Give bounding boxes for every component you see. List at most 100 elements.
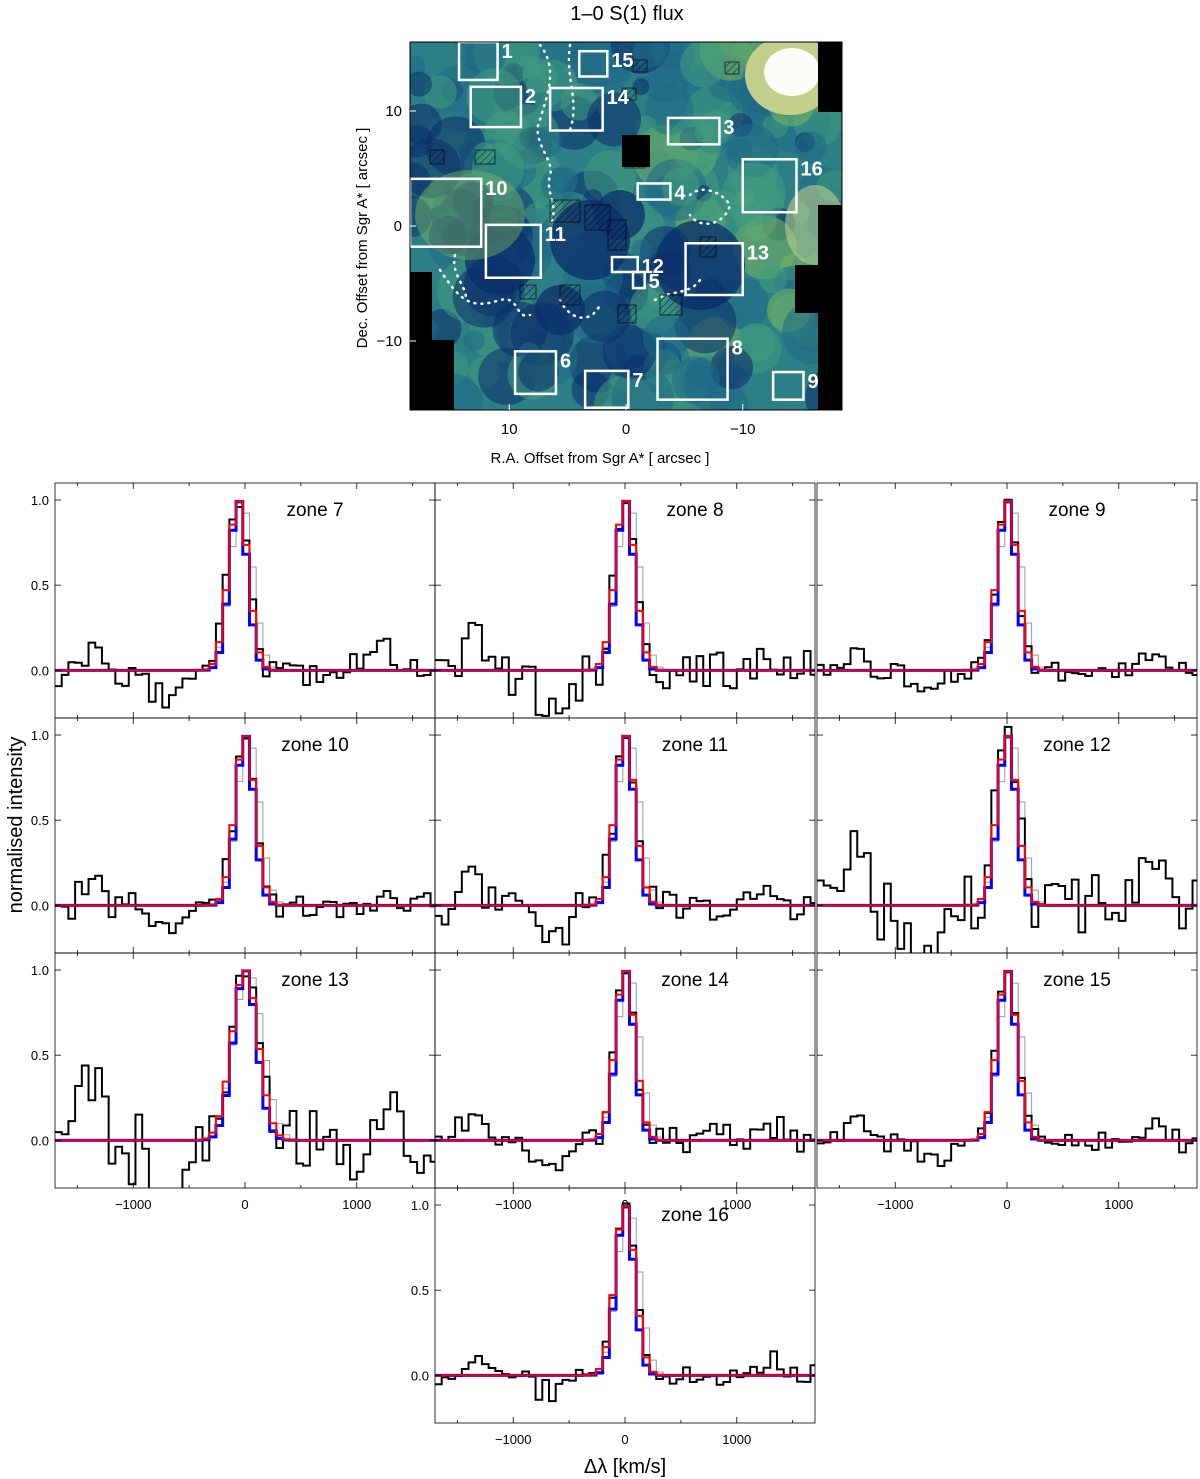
- model-b-line: [55, 735, 435, 907]
- panel-ytick-label: 0.0: [31, 663, 49, 678]
- map-blotch: [466, 68, 523, 125]
- spectra-panels: zone 7 0.0 0.5 1.0 zone 8 zone 9 zone 10 0.0 0.5…: [31, 482, 1198, 1447]
- zone-box-15: [578, 49, 609, 78]
- observed-spectrum-line: [55, 737, 435, 935]
- spectra-xlabel: Δλ [km/s]: [584, 1456, 666, 1478]
- zone-label-7: 7: [632, 370, 643, 392]
- panel-xtick-label: 0: [241, 1197, 248, 1212]
- map-blotch: [759, 265, 787, 294]
- model-c-line: [55, 737, 435, 906]
- model-c-line: [817, 502, 1197, 671]
- model-c-line: [435, 972, 815, 1141]
- map-blotch: [463, 330, 485, 352]
- panel-ytick-label: 1.0: [411, 1198, 429, 1213]
- model-a-line: [55, 734, 435, 907]
- observed-spectrum-line: [435, 1202, 815, 1403]
- panel-ytick-label: 1.0: [31, 493, 49, 508]
- map-contour: [452, 253, 468, 302]
- map-hatched-region: [559, 284, 581, 306]
- map-hatched-region: [519, 284, 537, 300]
- map-ytick-label: 0: [394, 218, 402, 235]
- model-a-line: [435, 1204, 815, 1377]
- map-hatched-region: [584, 204, 611, 231]
- map-blotch: [560, 83, 598, 121]
- panel-xtick-label: −1000: [495, 1197, 532, 1212]
- panel-title: zone 12: [1043, 735, 1111, 756]
- model-c-line: [435, 502, 815, 671]
- map-hatched-region: [474, 149, 496, 165]
- map-hatched-region: [607, 219, 627, 251]
- model-c-line: [435, 1207, 815, 1376]
- map-hatched-region: [632, 59, 648, 73]
- map-xtick-label: −10: [730, 421, 755, 438]
- map-ytick-label: 10: [385, 103, 402, 120]
- panel-frame: [816, 717, 1198, 954]
- panel-ytick-label: 0.0: [31, 898, 49, 913]
- model-b-line: [817, 735, 1197, 907]
- zone-box-14: [548, 86, 604, 132]
- panel-ytick-label: 0.5: [31, 813, 49, 828]
- map-hatched-region: [724, 61, 740, 75]
- map-blotch: [630, 239, 653, 261]
- map-masked-region: [795, 265, 842, 313]
- panel-title: zone 11: [662, 735, 728, 756]
- panel-frame: [54, 482, 436, 719]
- observed-spectrum-line: [55, 506, 435, 709]
- model-b-line: [55, 500, 435, 672]
- map-blotch: [671, 356, 720, 405]
- map-masked-region: [818, 313, 842, 410]
- map-blotch: [680, 42, 727, 88]
- map-hatched-region: [624, 149, 646, 169]
- spectrum-panel: zone 14−1000 0 1000: [434, 952, 816, 1212]
- zone-label-2: 2: [525, 86, 536, 108]
- panel-xtick-label: 1000: [722, 1432, 751, 1447]
- spectrum-panel: zone 7 0.0 0.5 1.0: [31, 482, 436, 719]
- panel-xtick-label: −1000: [495, 1432, 532, 1447]
- zone-box-4: [636, 182, 672, 201]
- panel-xtick-label: −1000: [877, 1197, 914, 1212]
- map-hatched-region: [429, 149, 445, 165]
- observed-spectrum-line: [55, 974, 435, 1188]
- panel-title: zone 16: [661, 1205, 729, 1226]
- map-blotch: [710, 346, 754, 390]
- zone-box-11: [484, 223, 543, 280]
- model-b-line: [817, 970, 1197, 1142]
- zone-box-8: [656, 337, 729, 401]
- panel-xtick-label: 0: [1003, 1197, 1010, 1212]
- zone-label-1: 1: [502, 41, 513, 63]
- panel-ytick-label: 0.5: [411, 1283, 429, 1298]
- zone-label-10: 10: [485, 178, 507, 200]
- spectrum-panel: zone 13 0.0 0.5 1.0 −1000 0 1000: [31, 952, 436, 1212]
- panel-frame: [434, 1187, 816, 1424]
- zone-label-11: 11: [545, 224, 566, 246]
- spectrum-panel: zone 9: [816, 482, 1198, 719]
- map-ylabel: Dec. Offset from Sgr A* [ arcsec ]: [354, 128, 371, 349]
- panel-xtick-label: 1000: [342, 1197, 371, 1212]
- zone-label-5: 5: [649, 271, 660, 293]
- panel-frame: [434, 952, 816, 1189]
- map-blotch: [587, 92, 642, 147]
- map-xtick-label: 10: [501, 421, 518, 438]
- panel-frame: [434, 482, 816, 719]
- zone-box-3: [666, 116, 721, 146]
- observed-spectrum-line: [435, 502, 815, 717]
- map-blotch: [410, 55, 426, 77]
- panel-xtick-label: 0: [621, 1432, 628, 1447]
- spectrum-panel: zone 16 0.0 0.5 1.0 −1000 0 1000: [411, 1187, 816, 1447]
- zone-box-6: [513, 350, 558, 396]
- map-blotch: [410, 138, 461, 199]
- panel-ytick-label: 0.0: [31, 1133, 49, 1148]
- spectrum-panel: zone 12: [816, 717, 1198, 954]
- panel-ytick-label: 1.0: [31, 963, 49, 978]
- spectrum-panel: zone 15 −1000 0 1000: [816, 952, 1198, 1212]
- map-blotch: [725, 123, 779, 178]
- map-blotch: [694, 123, 714, 144]
- spectrum-panel: zone 10 0.0 0.5 1.0: [31, 717, 436, 954]
- zone-label-3: 3: [723, 117, 734, 139]
- panel-frame: [816, 482, 1198, 719]
- map-xlabel: R.A. Offset from Sgr A* [ arcsec ]: [491, 450, 710, 467]
- map-hatched-region: [621, 87, 637, 101]
- zone-label-16: 16: [800, 158, 822, 180]
- panel-frame: [54, 952, 436, 1189]
